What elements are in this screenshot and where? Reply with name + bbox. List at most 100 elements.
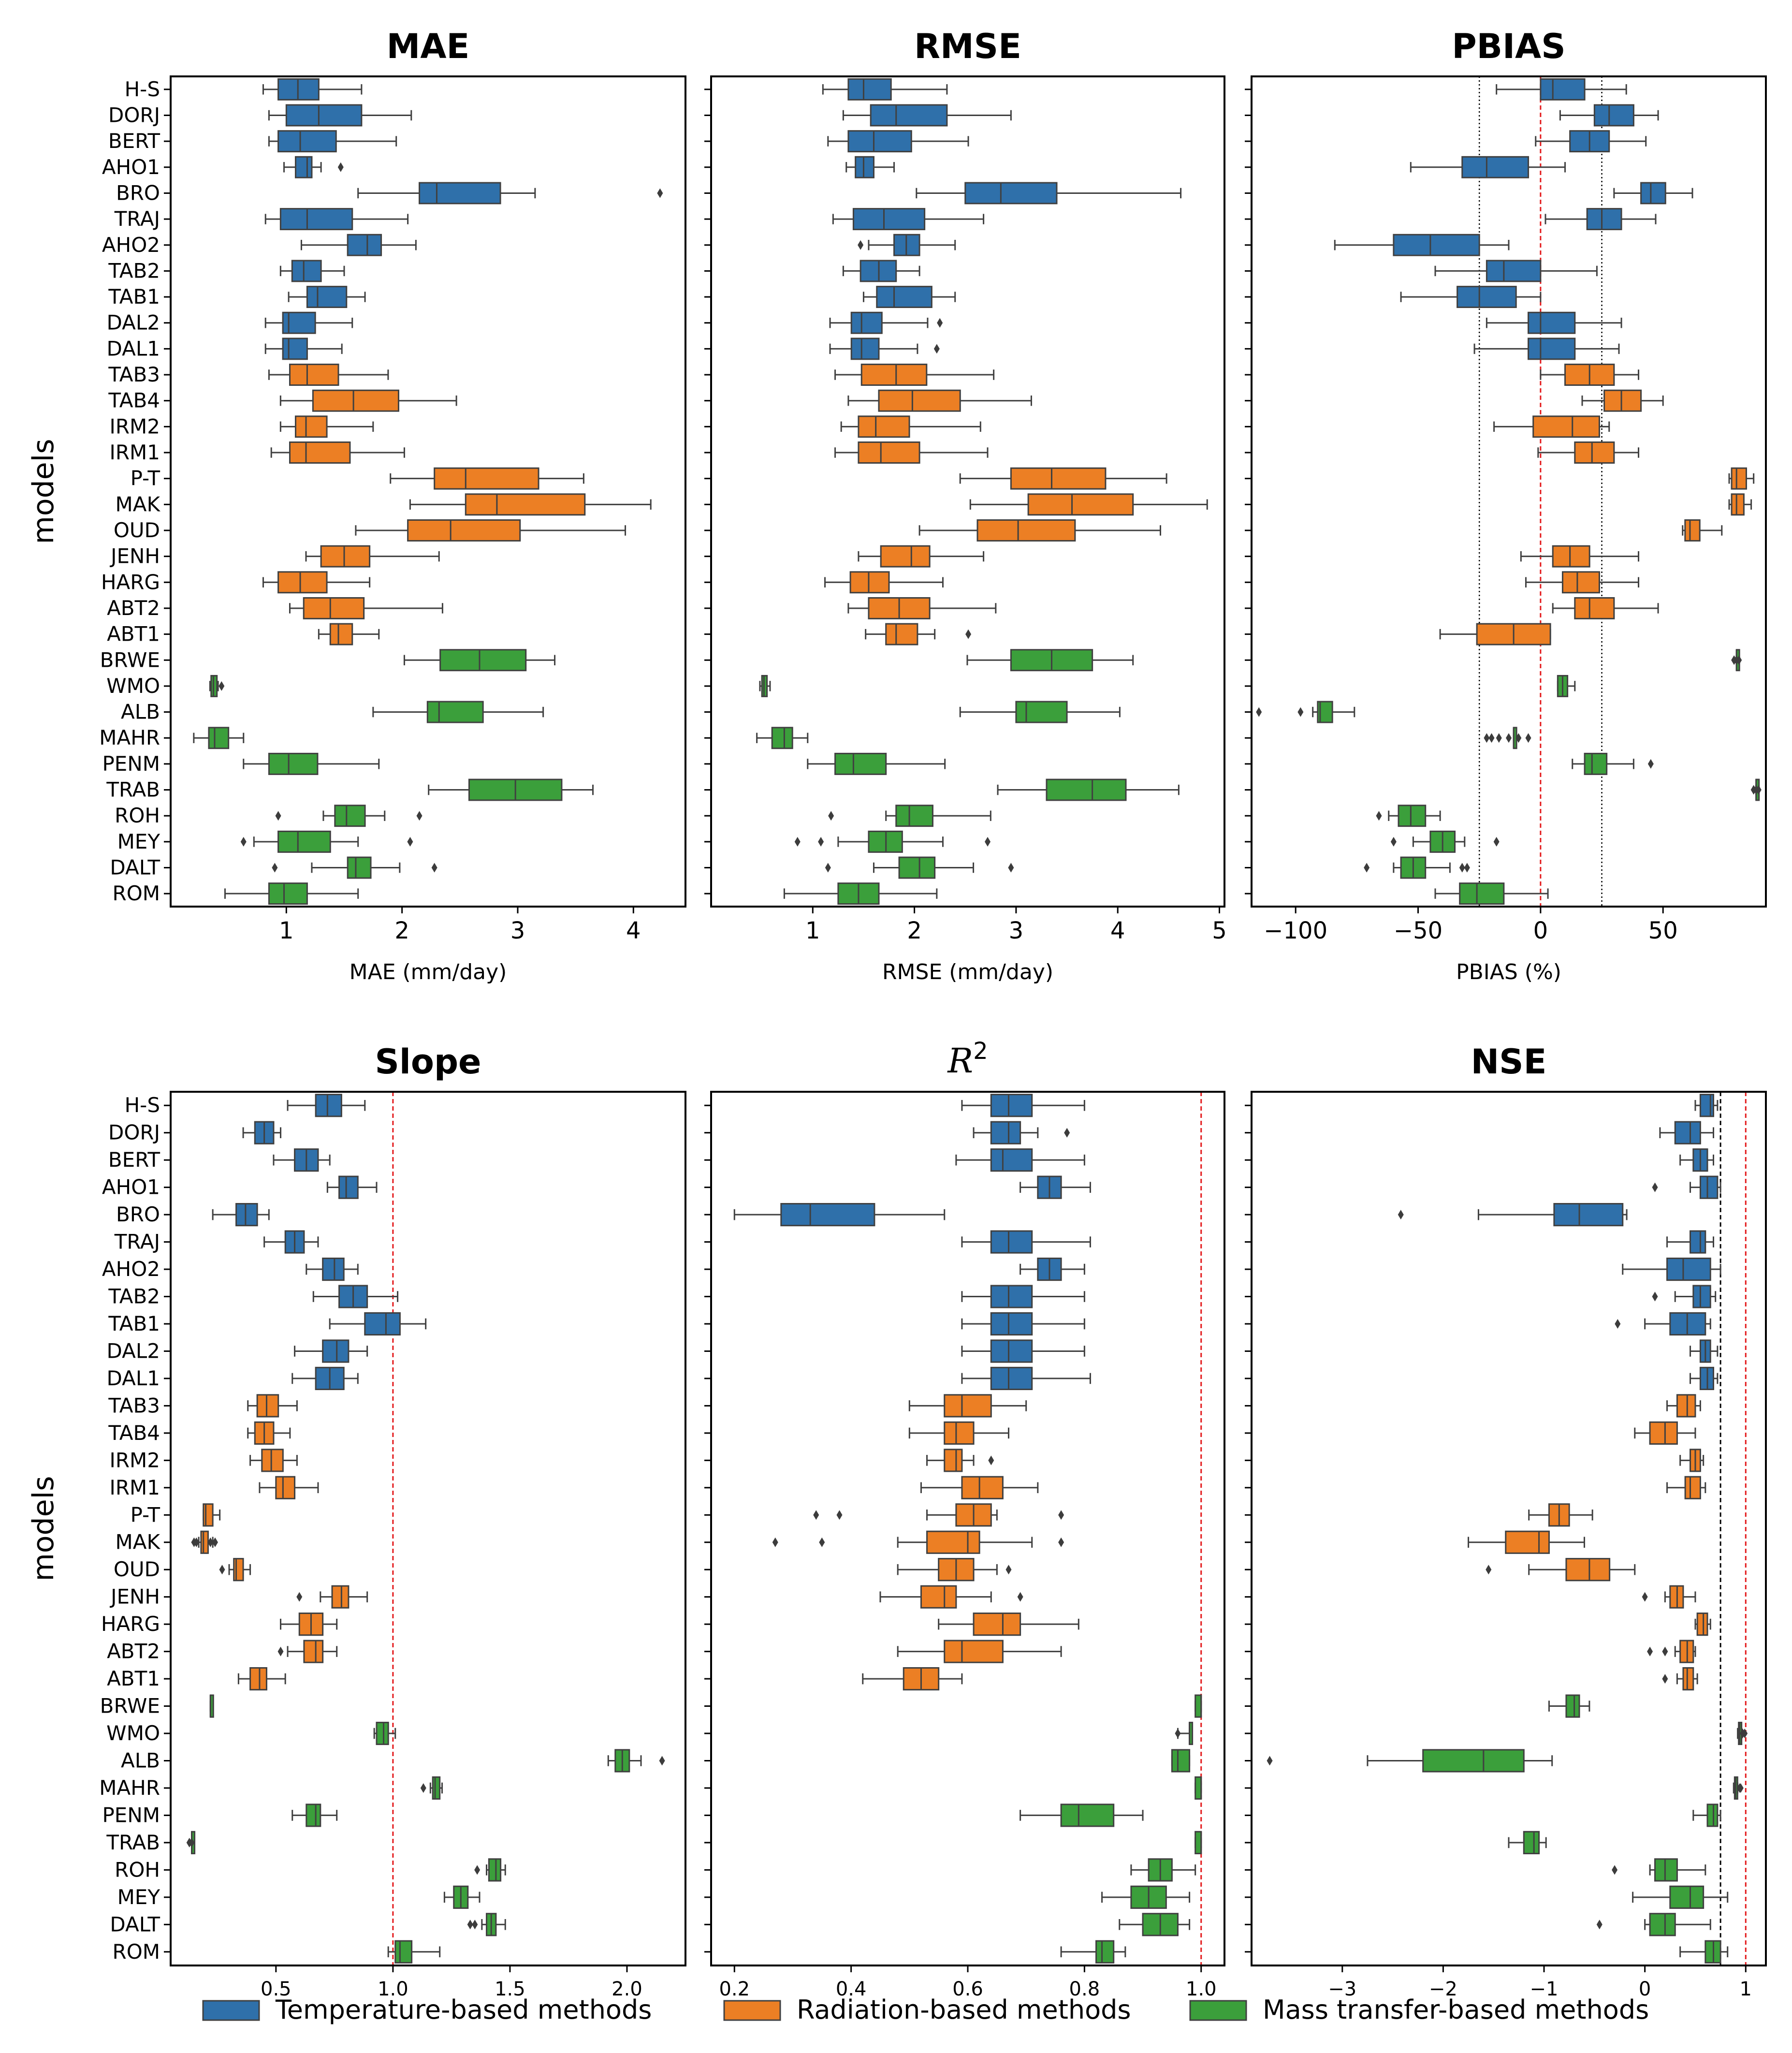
x-tick-label: 1: [1740, 1978, 1752, 2000]
box-alb: [372, 701, 544, 723]
outlier-point: [1647, 1646, 1653, 1657]
y-tick-label: MAHR: [99, 726, 160, 749]
outlier-point: [472, 1920, 478, 1930]
box-mey: [240, 830, 413, 853]
box-alb: [959, 701, 1121, 723]
box-rom: [387, 1940, 441, 1964]
box-tab3: [834, 364, 995, 386]
box-brwe: [209, 1694, 214, 1718]
x-tick-label: 50: [1648, 917, 1678, 944]
box-iqr: [1666, 1257, 1711, 1281]
box-rom: [783, 882, 938, 905]
box-aho1: [326, 1175, 378, 1199]
box-iqr: [990, 1366, 1033, 1391]
box-iqr: [315, 1094, 342, 1117]
outlier-point: [1058, 1537, 1064, 1547]
y-tick-label: TAB3: [108, 1393, 160, 1417]
box-dal1: [291, 1366, 359, 1391]
y-tick-label: ROM: [113, 1940, 160, 1964]
box-penm: [807, 752, 946, 775]
box-iqr: [961, 1476, 1004, 1499]
box-abt2: [847, 597, 997, 619]
box-iqr: [1603, 389, 1642, 412]
outlier-point: [828, 811, 834, 821]
box-bro: [357, 182, 663, 205]
x-tick-label: 0.6: [952, 1978, 983, 2000]
y-tick-label: DAL2: [107, 311, 160, 335]
box-brwe: [1548, 1694, 1590, 1718]
box-iqr: [200, 1530, 209, 1554]
outlier-point: [1737, 1783, 1744, 1793]
box-jenh: [305, 545, 440, 568]
box-tab2: [312, 1285, 399, 1308]
x-tick-label: 0: [1533, 917, 1548, 944]
box-alb: [607, 1749, 665, 1773]
box-harg: [824, 571, 944, 594]
y-tick-label: BRWE: [100, 1694, 160, 1718]
panel-title: RMSE: [914, 27, 1021, 66]
box-harg: [280, 1613, 338, 1636]
outlier-point: [657, 188, 663, 198]
y-tick-label: ABT1: [107, 622, 160, 646]
outlier-point: [819, 1537, 825, 1547]
box-dal1: [1690, 1366, 1719, 1391]
box-penm: [243, 752, 380, 775]
legend-swatch: [1189, 2000, 1247, 2021]
box-trab: [428, 778, 594, 801]
box-traj: [1666, 1230, 1715, 1254]
box-mak: [1728, 493, 1752, 516]
box-abt1: [237, 1667, 286, 1691]
box-roh: [1130, 1858, 1196, 1882]
box-iqr: [1553, 1203, 1624, 1227]
panel-title-base: R: [947, 1041, 973, 1081]
axes-frame: [170, 75, 686, 908]
outlier-point: [474, 1865, 481, 1875]
box-h-s: [1694, 1094, 1719, 1117]
box-tab4: [1634, 1421, 1696, 1445]
box-jenh: [879, 1585, 1023, 1609]
box-iqr: [1731, 467, 1747, 490]
x-tick-label: −50: [1394, 917, 1442, 944]
box-mahr: [1484, 727, 1531, 749]
box-iqr: [834, 752, 887, 775]
box-iqr: [1565, 1694, 1580, 1718]
panel-rmse: RMSE 1 2 3 4 5 RMSE (mm/day): [704, 27, 1227, 984]
box-iqr: [926, 1530, 980, 1554]
outlier-point: [1459, 863, 1465, 873]
box-iqr: [289, 441, 351, 464]
box-iqr: [990, 1230, 1033, 1254]
box-tab3: [1540, 364, 1640, 386]
y-tick-label: DAL2: [107, 1339, 160, 1363]
box-roh: [1612, 1858, 1706, 1882]
box-oud: [1682, 519, 1723, 542]
outlier-point: [937, 318, 943, 328]
x-tick-label: 5: [1212, 917, 1227, 944]
y-tick-label: IRM2: [109, 1448, 160, 1472]
box-iqr: [1195, 1831, 1202, 1854]
box-harg: [1525, 571, 1640, 594]
y-tick-label: P-T: [131, 467, 160, 490]
y-tick-label: DALT: [110, 1912, 160, 1936]
box-iqr: [289, 364, 339, 386]
box-iqr: [1684, 1476, 1701, 1499]
box-iqr: [1528, 311, 1576, 334]
box-iqr: [312, 389, 399, 412]
box-iqr: [1584, 752, 1608, 775]
box-iqr: [268, 882, 308, 905]
y-tick-label: TAB1: [108, 1312, 160, 1335]
box-irm1: [920, 1476, 1039, 1499]
outlier-point: [772, 1537, 778, 1547]
y-tick-label: ABT1: [107, 1667, 160, 1690]
x-tick-label: −1: [1530, 1978, 1559, 2000]
outlier-point: [1398, 1210, 1404, 1220]
box-irm2: [249, 1449, 298, 1472]
box-iqr: [880, 545, 931, 568]
box-iqr: [850, 311, 883, 334]
outlier-point: [219, 681, 225, 691]
box-tab3: [268, 364, 389, 386]
box-mak: [969, 493, 1208, 516]
box-iqr: [394, 1940, 413, 1964]
x-tick-label: 3: [1009, 917, 1024, 944]
box-tab3: [1666, 1394, 1701, 1418]
y-axis-label: models: [27, 439, 60, 544]
